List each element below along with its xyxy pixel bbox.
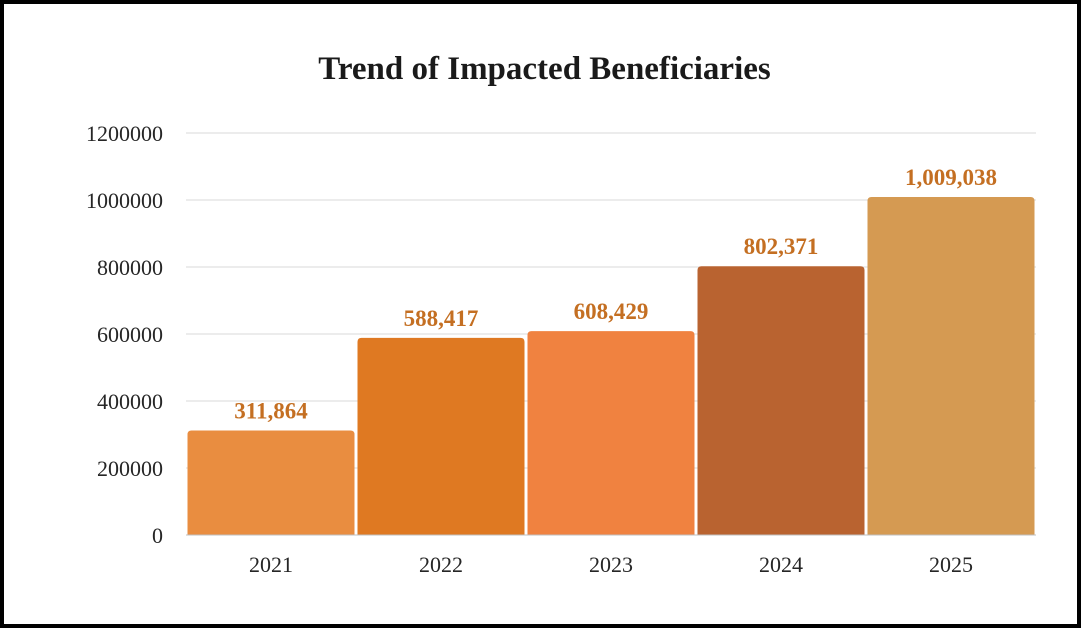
data-labels: 311,864 588,417 608,429 802,371 1,009,038 [234, 165, 997, 424]
data-label-2022: 588,417 [404, 306, 479, 331]
chart-title: Trend of Impacted Beneficiaries [318, 51, 771, 87]
data-label-2023: 608,429 [574, 299, 649, 324]
y-tick-label: 1000000 [86, 188, 163, 213]
x-axis-tick-labels: 2021 2022 2023 2024 2025 [249, 552, 973, 577]
y-tick-label: 600000 [97, 322, 163, 347]
y-tick-label: 200000 [97, 456, 163, 481]
bar-2025 [867, 196, 1035, 535]
bar-2021 [187, 430, 355, 535]
bar-2023 [527, 331, 695, 535]
x-tick-label-2025: 2025 [929, 552, 973, 577]
x-tick-label-2023: 2023 [589, 552, 633, 577]
y-tick-label: 1200000 [86, 121, 163, 146]
y-tick-label: 800000 [97, 255, 163, 280]
y-axis-tick-labels: 0 200000 400000 600000 800000 1000000 1200000 [86, 121, 163, 548]
bar-2022 [357, 337, 525, 535]
data-label-2025: 1,009,038 [905, 165, 997, 190]
bar-2024 [697, 266, 865, 535]
x-tick-label-2024: 2024 [759, 552, 803, 577]
x-tick-label-2022: 2022 [419, 552, 463, 577]
x-tick-label-2021: 2021 [249, 552, 293, 577]
bars [187, 196, 1035, 535]
y-tick-label: 0 [152, 523, 163, 548]
data-label-2024: 802,371 [744, 234, 819, 259]
y-tick-label: 400000 [97, 389, 163, 414]
data-label-2021: 311,864 [234, 399, 308, 424]
